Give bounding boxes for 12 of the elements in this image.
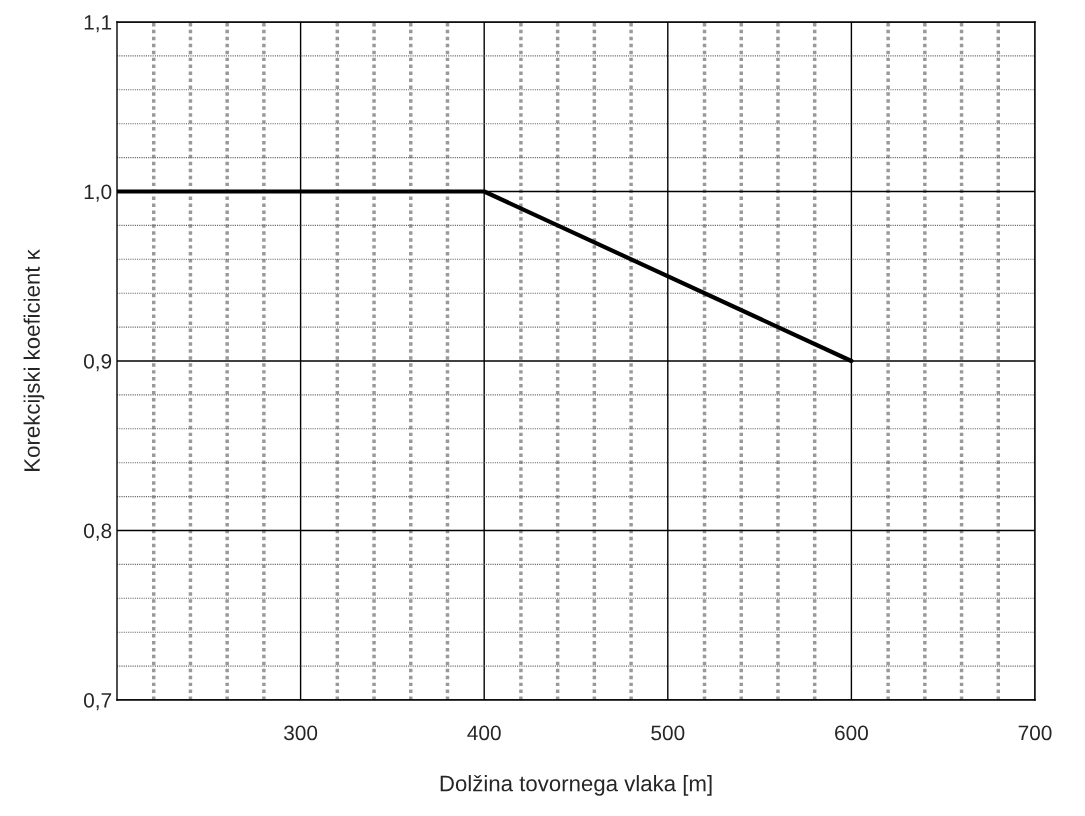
y-tick-label: 0,7 xyxy=(83,693,112,711)
x-axis-title: Dolžina tovornega vlaka [m] xyxy=(440,774,712,796)
y-tick-label: 0,8 xyxy=(83,523,112,541)
x-tick-label: 700 xyxy=(1018,725,1052,741)
y-tick-label: 1,0 xyxy=(84,184,112,202)
x-tick-label: 500 xyxy=(651,725,685,741)
x-tick-label: 600 xyxy=(835,725,868,741)
y-tick-label: 1,1 xyxy=(84,15,112,33)
y-tick-label: 0,9 xyxy=(83,354,112,372)
x-tick-label: 400 xyxy=(467,725,501,741)
x-tick-label: 300 xyxy=(284,725,318,741)
y-axis-title: Korekcijski koeficient κ xyxy=(23,249,45,471)
